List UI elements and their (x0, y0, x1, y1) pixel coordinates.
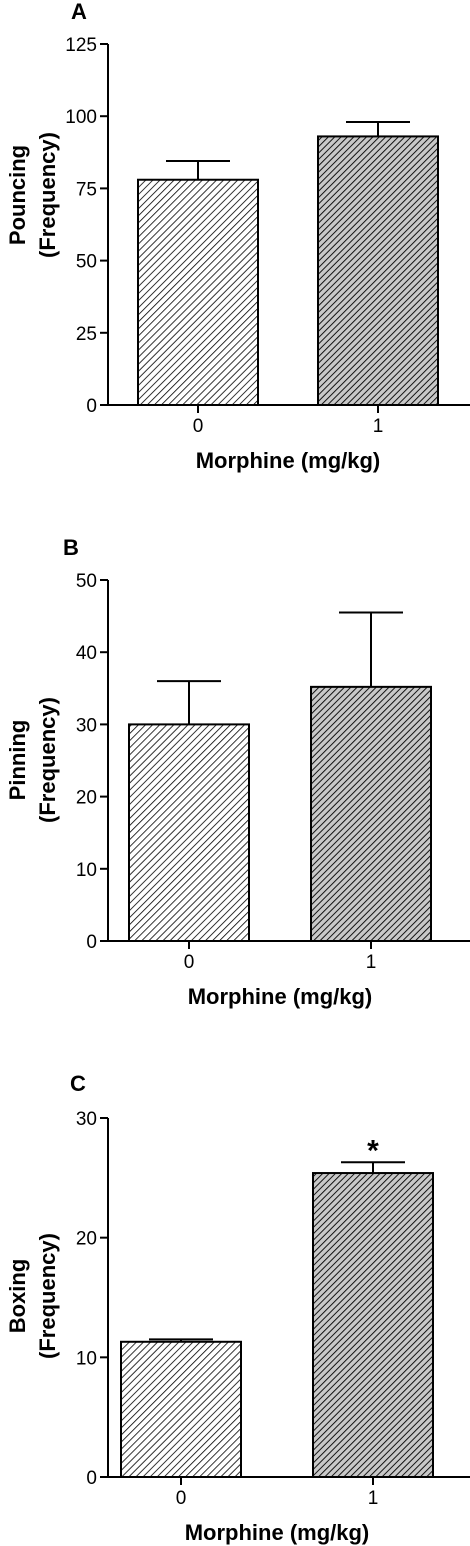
x-tick-label: 0 (176, 1488, 187, 1509)
y-tick-label: 10 (76, 1348, 97, 1369)
x-tick-label: 1 (368, 1488, 379, 1509)
y-tick-label: 50 (76, 252, 97, 273)
y-tick-label: 100 (65, 107, 97, 128)
y-tick-label: 20 (76, 788, 97, 809)
panel-label: B (63, 535, 79, 560)
panel-label: C (70, 1071, 86, 1096)
bar (310, 685, 432, 943)
y-axis-title-line2: (Frequency) (35, 697, 60, 823)
y-axis-title-line2: (Frequency) (35, 132, 60, 258)
significance-marker: * (367, 1134, 379, 1167)
bar (312, 1172, 434, 1478)
bar (137, 178, 259, 406)
x-axis-title: Morphine (mg/kg) (188, 984, 373, 1009)
y-tick-label: 0 (86, 396, 97, 417)
y-tick-label: 0 (86, 1468, 97, 1489)
y-tick-label: 125 (65, 35, 97, 56)
y-tick-label: 25 (76, 324, 97, 345)
x-tick-label: 0 (193, 416, 204, 437)
x-tick-label: 1 (366, 952, 377, 973)
bar (317, 135, 439, 407)
y-axis-title-line1: Pouncing (5, 145, 30, 245)
x-tick-label: 1 (373, 416, 384, 437)
x-axis-title: Morphine (mg/kg) (196, 448, 381, 473)
x-axis-title: Morphine (mg/kg) (185, 1520, 370, 1545)
y-axis-title-line1: Pinning (5, 720, 30, 801)
x-tick-label: 0 (184, 952, 195, 973)
panel-label: A (71, 0, 87, 24)
y-tick-label: 20 (76, 1229, 97, 1250)
bar (128, 723, 250, 943)
y-tick-label: 30 (76, 1109, 97, 1130)
y-tick-label: 0 (86, 932, 97, 953)
y-tick-label: 50 (76, 571, 97, 592)
y-axis-title-line1: Boxing (5, 1259, 30, 1334)
bar (120, 1340, 242, 1478)
y-tick-label: 40 (76, 643, 97, 664)
y-axis-title-line2: (Frequency) (35, 1233, 60, 1359)
y-tick-label: 10 (76, 860, 97, 881)
y-tick-label: 30 (76, 715, 97, 736)
y-tick-label: 75 (76, 179, 97, 200)
